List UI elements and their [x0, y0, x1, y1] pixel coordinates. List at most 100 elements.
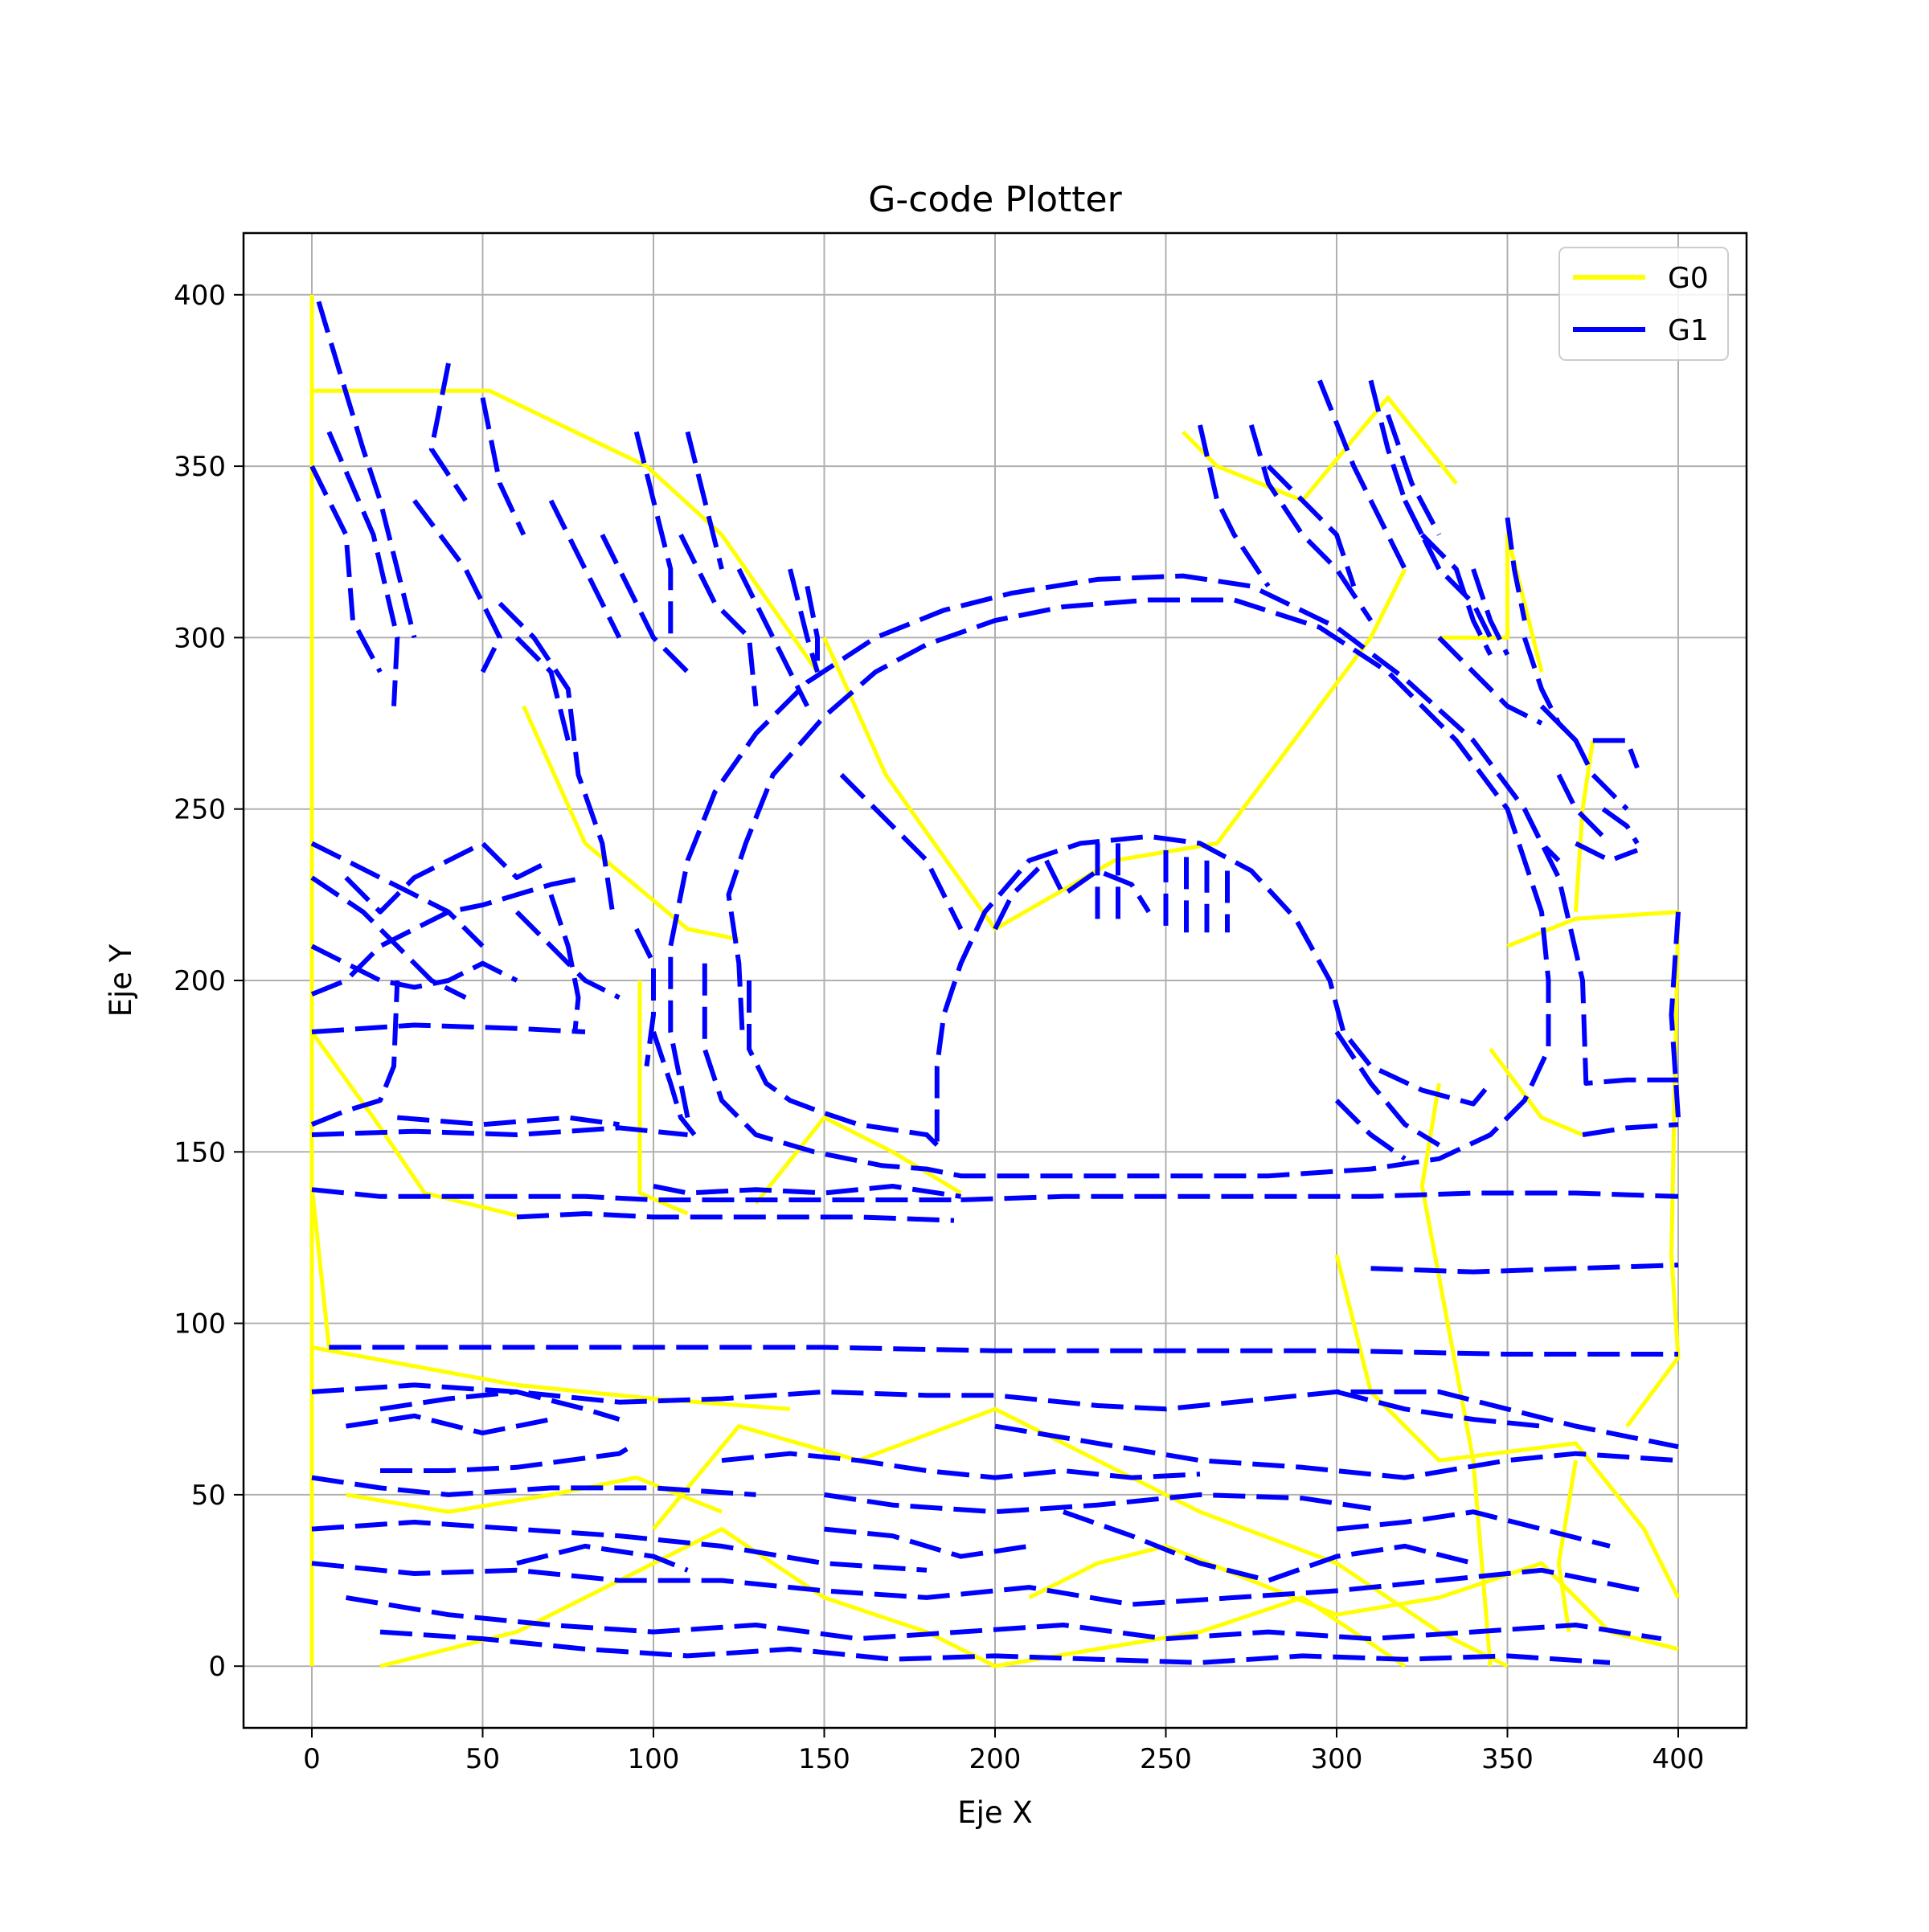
path-segment-g1 — [805, 585, 820, 673]
path-segment-g1 — [1336, 1389, 1542, 1429]
path-segment-g1 — [326, 431, 400, 706]
path-segment-g1 — [1266, 464, 1357, 587]
x-axis-label: Eje X — [957, 1795, 1033, 1830]
path-segment-g0 — [522, 705, 739, 942]
chart-title: G-code Plotter — [868, 179, 1122, 220]
path-segment-g0 — [1028, 1544, 1679, 1652]
path-segment-g1 — [346, 1413, 552, 1436]
path-segment-g1 — [311, 1561, 1645, 1607]
path-segment-g0 — [1506, 910, 1681, 1428]
path-segment-g1 — [788, 568, 820, 673]
path-segment-g0 — [822, 567, 1407, 931]
path-segment-g1 — [824, 1526, 1030, 1559]
path-segment-g1 — [1437, 636, 1543, 726]
path-segment-g0 — [1489, 1047, 1583, 1137]
y-tick-label: 0 — [208, 1651, 226, 1683]
path-segment-g1 — [309, 465, 383, 673]
path-segment-g1 — [1420, 533, 1493, 657]
path-segment-g1 — [316, 301, 417, 639]
path-segment-g1 — [548, 499, 622, 639]
path-segment-g1 — [1336, 1509, 1611, 1549]
path-segment-g1 — [633, 431, 674, 638]
x-tick-label: 300 — [1311, 1743, 1363, 1775]
y-tick-label: 50 — [191, 1480, 226, 1512]
path-segment-g1 — [397, 1115, 620, 1128]
y-tick-label: 200 — [174, 965, 226, 997]
x-tick-label: 250 — [1140, 1743, 1192, 1775]
x-tick-label: 150 — [798, 1743, 850, 1775]
path-segment-g1 — [678, 534, 759, 706]
x-tick-label: 200 — [969, 1743, 1022, 1775]
path-segment-g1 — [824, 1492, 1371, 1515]
path-segment-g1 — [1522, 808, 1561, 862]
path-segment-g0 — [312, 388, 820, 673]
path-segment-g1 — [1385, 414, 1442, 536]
path-segment-g0 — [311, 1345, 791, 1411]
y-tick-label: 100 — [174, 1308, 226, 1341]
path-segment-g1 — [668, 573, 1678, 1119]
path-segment-g1 — [1370, 1263, 1679, 1275]
path-segment-g1 — [839, 772, 964, 931]
path-segment-g1 — [516, 1211, 955, 1223]
path-segment-g1 — [311, 1475, 756, 1497]
y-axis-label: Eje Y — [104, 943, 138, 1017]
path-segment-g1 — [736, 567, 809, 708]
path-segment-g1 — [428, 362, 468, 502]
path-segment-g1 — [993, 858, 1151, 931]
legend-label-g1: G1 — [1668, 314, 1709, 347]
path-segment-g1 — [934, 833, 1493, 1142]
path-segment-g1 — [685, 431, 724, 570]
y-tick-label: 150 — [174, 1136, 226, 1169]
path-segment-g1 — [412, 499, 502, 673]
path-segment-g1 — [994, 1423, 1679, 1480]
path-segment-g0 — [1556, 1459, 1578, 1632]
data-series — [309, 294, 1681, 1668]
y-tick-label: 300 — [174, 622, 226, 654]
path-segment-g1 — [1334, 1030, 1441, 1148]
series-g0 — [309, 294, 1681, 1668]
path-segment-g1 — [1592, 738, 1640, 769]
path-segment-g1 — [651, 1031, 697, 1136]
path-segment-g1 — [310, 841, 485, 948]
path-segment-g1 — [1521, 636, 1578, 743]
path-segment-g1 — [380, 1441, 638, 1473]
path-segment-g1 — [548, 894, 581, 1033]
path-segment-g1 — [1403, 499, 1493, 639]
path-segment-g1 — [1198, 424, 1271, 588]
path-segment-g1 — [1539, 704, 1629, 811]
path-segment-g0 — [309, 1030, 525, 1219]
x-tick-label: 0 — [303, 1743, 321, 1775]
path-segment-g0 — [652, 1406, 1509, 1668]
path-segment-g1 — [721, 1451, 1201, 1480]
path-segment-g1 — [379, 1629, 1611, 1665]
path-segment-g0 — [309, 1185, 331, 1348]
path-segment-g1 — [1601, 807, 1640, 845]
path-segment-g1 — [311, 1022, 586, 1034]
path-segment-g0 — [1334, 1254, 1681, 1599]
x-tick-label: 350 — [1481, 1743, 1534, 1775]
path-segment-g0 — [1439, 532, 1544, 673]
path-segment-g1 — [1505, 517, 1527, 621]
y-tick-label: 350 — [174, 451, 226, 483]
path-segment-g0 — [754, 1115, 962, 1205]
path-segment-g1 — [1368, 379, 1442, 571]
path-segment-g1 — [498, 601, 615, 913]
path-segment-g1 — [480, 397, 526, 536]
legend-label-g0: G0 — [1668, 262, 1709, 295]
axis-ticks: 0 50 100 150 200 250 300 350 400 0 50 100 150 200 250 3… — [174, 280, 1704, 1775]
y-tick-label: 250 — [174, 794, 226, 826]
path-segment-g1 — [702, 597, 1551, 1179]
path-segment-g1 — [1248, 424, 1373, 622]
path-segment-g1 — [1063, 1509, 1474, 1583]
path-segment-g1 — [344, 841, 552, 915]
x-tick-label: 50 — [465, 1743, 500, 1775]
path-segment-g1 — [600, 534, 690, 674]
path-segment-g1 — [311, 1125, 688, 1137]
path-segment-g1 — [310, 943, 518, 990]
path-segment-g1 — [653, 1184, 961, 1199]
path-segment-g1 — [311, 1187, 954, 1202]
path-segment-g1 — [634, 927, 656, 1067]
path-segment-g1 — [346, 1594, 1662, 1642]
